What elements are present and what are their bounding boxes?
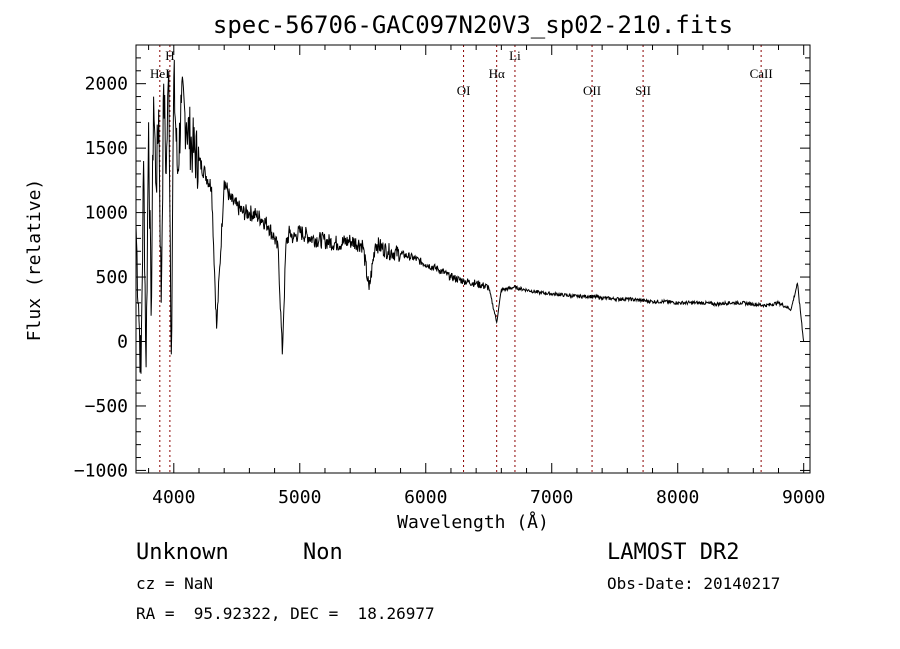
y-tick-label: 1500	[85, 138, 128, 159]
y-tick-label: 1000	[85, 203, 128, 224]
plot-frame	[135, 44, 811, 474]
spectral-line-label: H	[165, 48, 174, 63]
spectral-line-label: Hα	[489, 66, 505, 81]
x-tick-label: 5000	[278, 487, 321, 508]
spectral-line-markers: HeI H OI Hα Li OII SII CaII	[150, 45, 773, 473]
x-tick-label: 9000	[782, 487, 825, 508]
x-tick-label: 6000	[404, 487, 447, 508]
coordinates-text: RA = 95.92322, DEC = 18.26977	[136, 604, 435, 623]
chart-title: spec-56706-GAC097N20V3_sp02-210.fits	[213, 11, 733, 39]
x-tick-label: 8000	[656, 487, 699, 508]
y-tick-label: −1000	[74, 460, 128, 481]
observation-date: Obs-Date: 20140217	[607, 574, 780, 593]
spectrum-line-group	[135, 59, 805, 374]
spectral-line-label: OII	[583, 83, 601, 98]
x-tick-label: 4000	[152, 487, 195, 508]
survey-name: LAMOST DR2	[607, 540, 739, 565]
object-class: Unknown	[136, 540, 229, 565]
x-tick-label: 7000	[530, 487, 573, 508]
spectral-line-label: OI	[457, 83, 471, 98]
y-tick-label: 0	[117, 332, 128, 353]
spectral-line-label: CaII	[750, 66, 773, 81]
y-axis-label: Flux (relative)	[24, 179, 45, 342]
spectral-line-label: SII	[635, 83, 651, 98]
axes: 4000 5000 6000 7000 8000 9000 −1000 −500 0 500 100…	[74, 44, 825, 508]
spectral-line-label: Li	[509, 48, 521, 63]
redshift-text: cz = NaN	[136, 574, 213, 593]
x-axis-label: Wavelength (Å)	[397, 511, 549, 533]
spectral-line-label: HeI	[150, 66, 170, 81]
y-tick-label: −500	[85, 396, 128, 417]
object-subclass: Non	[303, 540, 343, 565]
y-tick-label: 500	[95, 267, 128, 288]
y-tick-label: 2000	[85, 74, 128, 95]
spectrum-line	[135, 59, 805, 374]
